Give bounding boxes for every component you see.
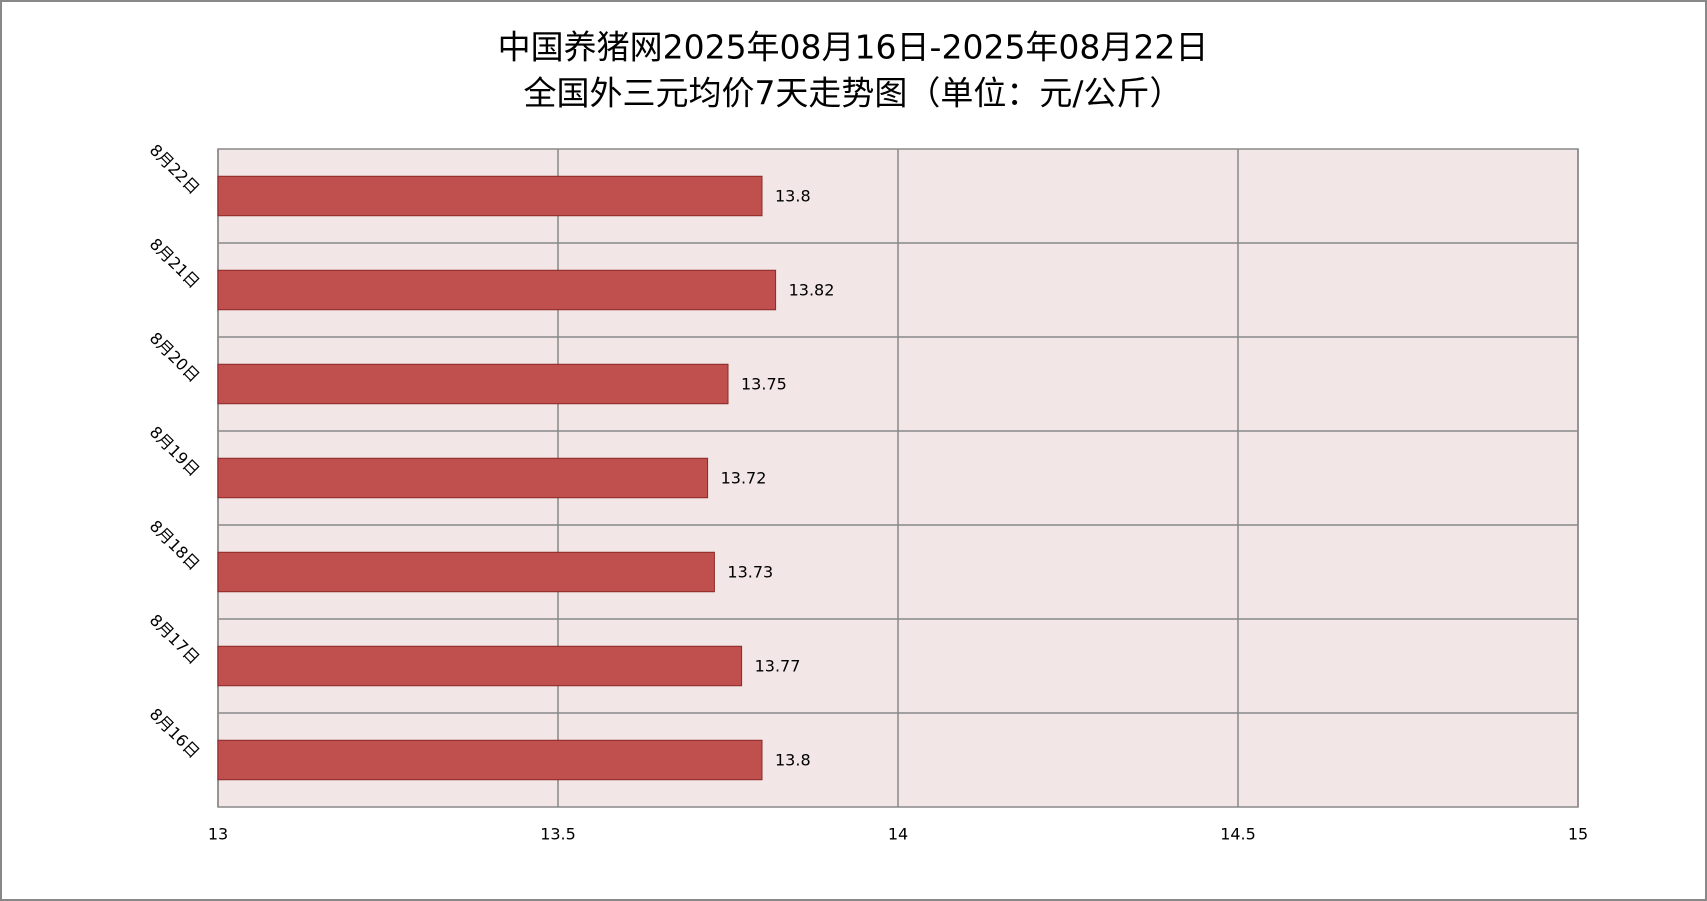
data-label: 13.72	[721, 469, 767, 488]
chart-subtitle: 全国外三元均价7天走势图（单位：元/公斤）	[523, 74, 1182, 113]
data-label: 13.8	[775, 187, 811, 206]
x-tick-label: 15	[1568, 825, 1588, 844]
data-label: 13.8	[775, 751, 811, 770]
x-tick-label: 14.5	[1220, 825, 1256, 844]
data-label: 13.77	[755, 657, 801, 676]
bar	[217, 739, 763, 781]
x-tick-label: 14	[888, 825, 908, 844]
x-tick-label: 13	[208, 825, 228, 844]
bar	[217, 457, 709, 499]
bar	[217, 551, 715, 593]
bar	[217, 269, 777, 311]
x-tick-label: 13.5	[540, 825, 576, 844]
bar	[217, 363, 729, 405]
chart-title: 中国养猪网2025年08月16日-2025年08月22日	[498, 28, 1209, 67]
bar	[217, 645, 743, 687]
data-label: 13.75	[741, 375, 787, 394]
bar	[217, 175, 763, 217]
data-label: 13.73	[727, 563, 773, 582]
data-label: 13.82	[789, 281, 835, 300]
